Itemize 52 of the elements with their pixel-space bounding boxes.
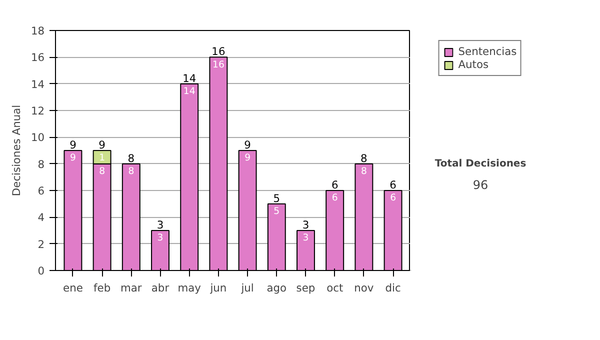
y-tick-label: 2 [38, 238, 44, 251]
total-label: 9 [98, 138, 106, 152]
x-tick-label: sep [296, 282, 316, 294]
data-label: 16 [212, 59, 224, 70]
x-tick-label: jun [209, 282, 227, 294]
data-label: 5 [274, 206, 280, 217]
y-tick-label: 14 [30, 78, 45, 91]
total-label: 6 [331, 178, 338, 192]
data-label: 8 [128, 166, 134, 177]
total-label: 3 [302, 218, 310, 232]
data-label: 9 [70, 152, 76, 164]
y-tick-label: 6 [38, 184, 45, 198]
legend-label: Autos [458, 58, 489, 71]
y-tick-label: 16 [30, 51, 45, 64]
y-tick-label: 12 [30, 104, 45, 118]
y-tick-label: 18 [30, 24, 45, 38]
data-label: 3 [157, 232, 164, 244]
y-tick-label: 4 [38, 211, 45, 224]
data-label: 6 [332, 192, 338, 204]
x-tick-label: jul [240, 282, 254, 294]
x-tick-label: feb [94, 282, 111, 294]
data-label: 8 [99, 166, 106, 177]
total-label: 5 [273, 192, 280, 205]
text: 96 [472, 178, 488, 192]
total-label: 9 [70, 138, 77, 152]
data-label: 8 [360, 166, 367, 177]
total-label: 6 [390, 178, 397, 192]
x-tick-label: dic [385, 282, 401, 294]
total-label: 8 [360, 152, 368, 165]
data-label: 6 [390, 192, 396, 204]
x-tick-label: abr [151, 282, 170, 294]
x-tick-label: mar [120, 282, 142, 294]
total-label: 9 [244, 138, 252, 152]
total-label: 3 [156, 218, 164, 232]
x-tick-label: nov [354, 282, 374, 294]
total-label: 14 [182, 72, 196, 85]
y-tick-label: 10 [30, 131, 45, 144]
legend-label: Sentencias [458, 45, 517, 58]
x-tick-label: oct [326, 282, 344, 294]
x-tick-label: ago [266, 282, 287, 294]
total-label: 16 [212, 45, 226, 58]
x-tick-label: ene [63, 282, 83, 294]
data-label: 1 [99, 152, 106, 164]
x-tick-label: may [178, 282, 201, 294]
data-label: 9 [244, 152, 251, 164]
y-axis-title: Decisiones Anual [10, 104, 23, 196]
text: Total Decisiones [434, 158, 526, 170]
total-label: 8 [128, 152, 135, 165]
data-label: 14 [183, 86, 196, 97]
data-label: 3 [302, 232, 309, 244]
y-tick-label: 8 [38, 158, 45, 171]
y-tick-label: 0 [38, 264, 45, 278]
